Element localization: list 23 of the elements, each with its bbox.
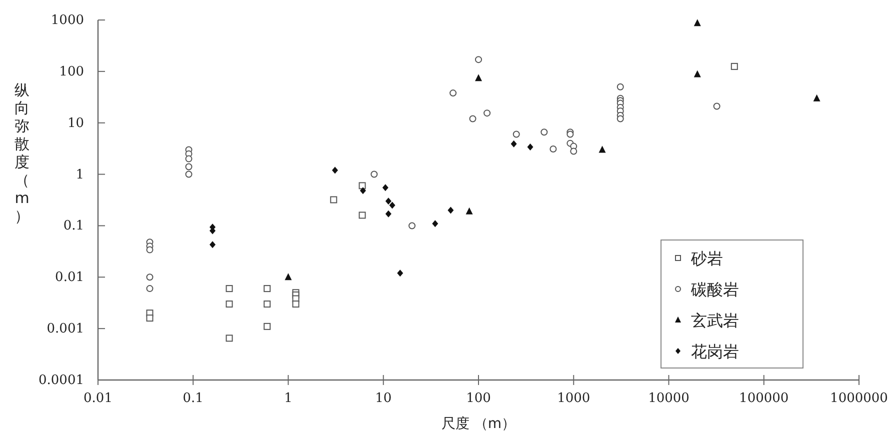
x-tick-label: 1 <box>284 391 292 406</box>
legend-label: 花岗岩 <box>691 342 739 361</box>
y-tick-label: 1 <box>76 167 84 182</box>
x-tick-label: 100 <box>466 391 491 406</box>
y-axis-title: 纵向弥散度（m） <box>14 81 30 225</box>
y-tick-label: 0.01 <box>55 270 84 286</box>
x-tick-label: 10000 <box>648 391 690 406</box>
x-tick-label: 0.01 <box>84 391 112 406</box>
legend-label: 玄武岩 <box>691 311 739 330</box>
y-tick-label: 1000 <box>50 13 84 28</box>
legend-label: 碳酸岩 <box>690 280 739 299</box>
x-axis-title: 尺度 （m） <box>441 416 516 432</box>
y-tick-label: 0.1 <box>63 218 84 234</box>
y-tick-label: 0.0001 <box>38 373 84 388</box>
x-tick-label: 1000 <box>557 391 590 406</box>
y-tick-label: 100 <box>59 64 84 80</box>
x-tick-label: 0.1 <box>182 391 204 406</box>
y-tick-label: 10 <box>67 116 84 131</box>
legend-label: 砂岩 <box>690 249 723 268</box>
y-tick-label: 0.001 <box>46 322 84 337</box>
x-tick-label: 10 <box>375 391 392 406</box>
x-tick-label: 1000000 <box>830 391 888 406</box>
x-tick-label: 100000 <box>739 391 789 406</box>
